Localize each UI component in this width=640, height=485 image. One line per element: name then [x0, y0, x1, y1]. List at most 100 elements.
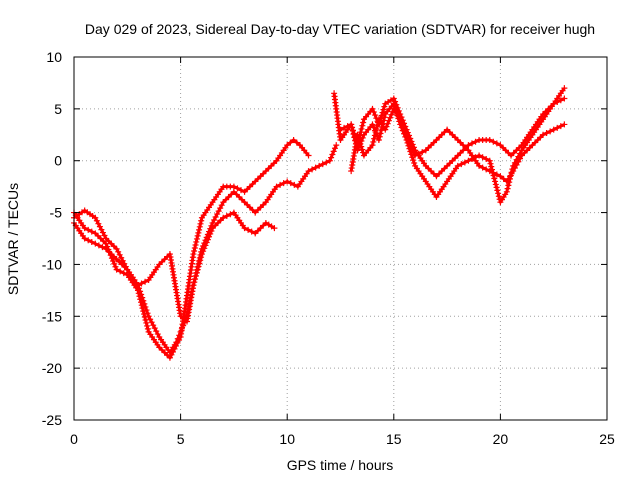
- data-point: [369, 121, 376, 128]
- data-point: [238, 187, 245, 194]
- data-point: [350, 131, 357, 138]
- data-point: [112, 263, 119, 270]
- data-point: [193, 238, 200, 245]
- data-point: [487, 160, 494, 167]
- data-point: [197, 220, 204, 227]
- data-point: [198, 217, 205, 224]
- data-point: [88, 228, 95, 235]
- data-point: [515, 158, 522, 165]
- data-point: [328, 154, 335, 161]
- data-point: [81, 235, 88, 242]
- data-point: [360, 119, 367, 126]
- y-tick-label: 10: [46, 49, 62, 65]
- y-tick-label: -15: [42, 308, 62, 324]
- data-point: [476, 162, 483, 169]
- data-point: [191, 276, 198, 283]
- data-point: [490, 138, 497, 145]
- grid-layer: [74, 57, 607, 420]
- data-point: [486, 136, 493, 143]
- data-point: [290, 136, 297, 143]
- data-point: [411, 160, 418, 167]
- data-point: [415, 150, 422, 157]
- data-point: [138, 299, 145, 306]
- data-point: [483, 155, 490, 162]
- x-tick-label: 10: [279, 431, 295, 447]
- data-point: [494, 187, 501, 194]
- data-point: [141, 311, 148, 318]
- data-point: [458, 161, 465, 168]
- data-point: [188, 291, 195, 298]
- data-point: [196, 257, 203, 264]
- data-point: [305, 168, 312, 175]
- data-point: [468, 140, 475, 147]
- data-point: [137, 296, 144, 303]
- data-point: [373, 125, 380, 132]
- data-point: [557, 97, 564, 104]
- data-point: [358, 125, 365, 132]
- x-tick-label: 20: [493, 431, 509, 447]
- data-point: [540, 131, 547, 138]
- data-point: [193, 235, 200, 242]
- data-point: [201, 240, 208, 247]
- data-point: [383, 123, 390, 130]
- data-point: [337, 126, 344, 133]
- data-point: [142, 316, 149, 323]
- data-point: [490, 169, 497, 176]
- data-point: [476, 152, 483, 159]
- data-point: [248, 228, 255, 235]
- data-point: [493, 171, 500, 178]
- data-point: [245, 226, 252, 233]
- data-point: [234, 185, 241, 192]
- data-point: [193, 270, 200, 277]
- data-point: [495, 190, 502, 197]
- data-point: [192, 273, 199, 280]
- data-point: [370, 108, 377, 115]
- data-point: [371, 135, 378, 142]
- data-point: [479, 164, 486, 171]
- data-point: [397, 116, 404, 123]
- data-point: [190, 251, 197, 258]
- data-point: [106, 249, 113, 256]
- data-point: [141, 314, 148, 321]
- data-point: [513, 161, 520, 168]
- data-point: [189, 285, 196, 292]
- data-point: [388, 111, 395, 118]
- data-point: [305, 152, 312, 159]
- data-point: [461, 159, 468, 166]
- data-point: [134, 287, 141, 294]
- data-point: [191, 245, 198, 252]
- data-point: [390, 95, 397, 102]
- data-point: [381, 114, 388, 121]
- data-point: [284, 178, 291, 185]
- data-point: [144, 322, 151, 329]
- data-point: [380, 117, 387, 124]
- data-point: [227, 211, 234, 218]
- data-point: [403, 131, 410, 138]
- data-point: [344, 123, 351, 130]
- data-point: [319, 161, 326, 168]
- data-point: [189, 288, 196, 295]
- y-tick-label: -10: [42, 256, 62, 272]
- data-point: [378, 127, 385, 134]
- data-point: [113, 266, 120, 273]
- data-point: [223, 213, 230, 220]
- data-point: [412, 152, 419, 159]
- data-point: [331, 145, 338, 152]
- data-point: [271, 225, 278, 232]
- data-point: [557, 123, 564, 130]
- data-point: [200, 242, 207, 249]
- data-point: [376, 133, 383, 140]
- data-point: [505, 182, 512, 189]
- data-point: [192, 241, 199, 248]
- data-point: [187, 294, 194, 301]
- data-point: [241, 225, 248, 232]
- data-point: [105, 246, 112, 253]
- data-point: [404, 134, 411, 141]
- data-point: [196, 254, 203, 261]
- data-point: [110, 257, 117, 264]
- data-point: [287, 139, 294, 146]
- data-point: [510, 168, 517, 175]
- data-point: [326, 157, 333, 164]
- data-point: [323, 159, 330, 166]
- data-point: [120, 270, 127, 277]
